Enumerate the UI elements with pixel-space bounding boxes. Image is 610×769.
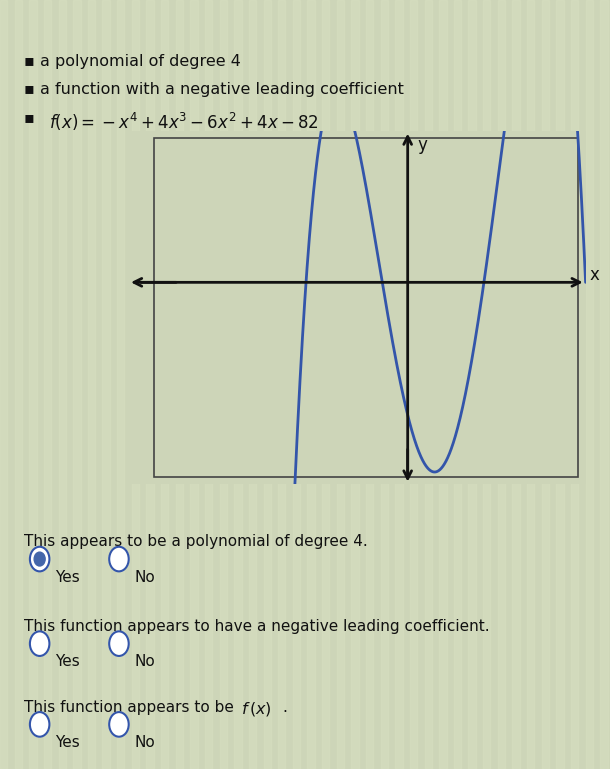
Bar [15,0,22,769]
Bar [468,0,476,769]
Text: No: No [134,735,155,751]
Bar [205,0,212,769]
Text: ▪ a polynomial of degree 4: ▪ a polynomial of degree 4 [24,54,242,69]
Circle shape [109,547,129,571]
Bar [102,0,110,769]
Bar [381,0,388,769]
Bar [29,0,37,769]
Bar [190,0,198,769]
Bar [483,0,490,769]
Bar [351,0,359,769]
Bar [454,0,461,769]
Bar [395,0,403,769]
Bar [600,0,608,769]
Circle shape [109,631,129,656]
Bar [410,0,417,769]
Bar [249,0,256,769]
Circle shape [109,712,129,737]
Bar [73,0,81,769]
Bar [307,0,315,769]
Circle shape [30,547,49,571]
Bar [44,0,51,769]
Bar [366,0,373,769]
Bar [176,0,183,769]
Text: No: No [134,654,155,670]
Text: $f(x)=-x^4+4x^3-6x^2+4x-82$: $f(x)=-x^4+4x^3-6x^2+4x-82$ [49,111,319,133]
Text: No: No [134,570,155,585]
Bar [512,0,520,769]
Bar [337,0,344,769]
Bar [498,0,505,769]
Bar [88,0,95,769]
Bar [234,0,242,769]
Bar [322,0,329,769]
Text: Yes: Yes [55,570,80,585]
Bar [161,0,168,769]
Text: y: y [418,136,428,154]
Bar [542,0,549,769]
Bar [586,0,593,769]
Bar [527,0,534,769]
Circle shape [30,631,49,656]
Text: x: x [590,266,600,284]
Text: Yes: Yes [55,735,80,751]
Text: ▪ a function with a negative leading coefficient: ▪ a function with a negative leading coe… [24,82,404,98]
Text: $f\,(x)$: $f\,(x)$ [241,700,272,717]
Text: ▪: ▪ [24,111,40,126]
Bar [439,0,447,769]
Bar [0,0,7,769]
Bar [220,0,227,769]
Bar [117,0,124,769]
Text: This appears to be a polynomial of degree 4.: This appears to be a polynomial of degre… [24,534,368,550]
Circle shape [30,712,49,737]
Text: .: . [282,700,287,715]
Bar [132,0,139,769]
Bar [264,0,271,769]
Bar [571,0,578,769]
Bar [146,0,154,769]
Text: This function appears to be: This function appears to be [24,700,239,715]
Text: This function appears to have a negative leading coefficient.: This function appears to have a negative… [24,619,490,634]
Bar [278,0,285,769]
Text: Yes: Yes [55,654,80,670]
Bar [425,0,432,769]
Circle shape [34,552,45,566]
Bar [59,0,66,769]
Bar [556,0,564,769]
Bar [293,0,300,769]
